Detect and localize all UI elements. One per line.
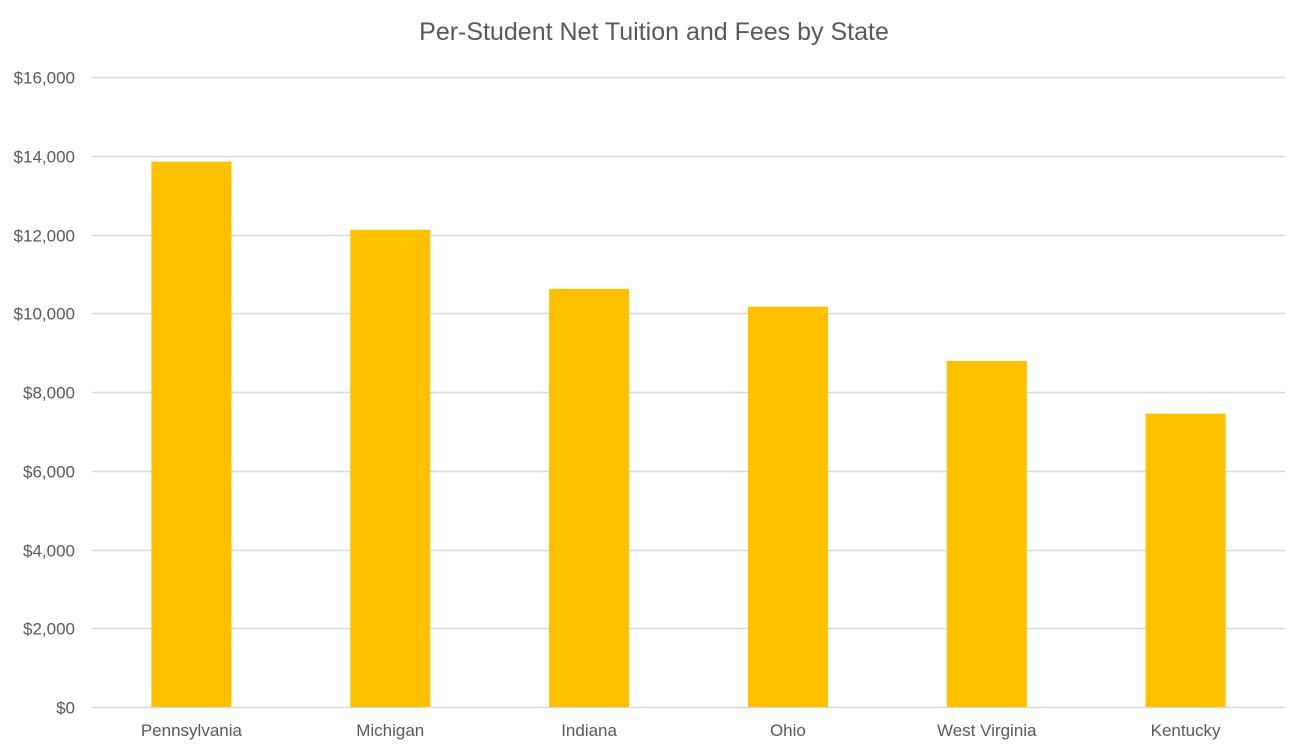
chart-title: Per-Student Net Tuition and Fees by Stat…	[419, 18, 889, 46]
x-tick-label: West Virginia	[937, 721, 1037, 740]
y-tick-label: $0	[56, 699, 75, 718]
y-axis-ticks: $0 $2,000 $4,000 $6,000 $8,000 $10,000 $12,000…	[14, 69, 75, 718]
x-tick-label: Michigan	[356, 721, 424, 740]
bar-michigan	[350, 229, 431, 707]
x-tick-label: Indiana	[561, 721, 617, 740]
x-tick-label: Ohio	[770, 721, 806, 740]
y-tick-label: $10,000	[14, 305, 75, 324]
x-tick-label: Pennsylvania	[141, 721, 243, 740]
bar-kentucky	[1145, 413, 1226, 707]
bar-indiana	[549, 288, 630, 707]
gridlines	[92, 76, 1285, 709]
y-tick-label: $4,000	[23, 542, 75, 561]
bar-west-virginia	[946, 360, 1027, 707]
y-tick-label: $2,000	[23, 620, 75, 639]
bar-ohio	[747, 306, 828, 707]
bar-pennsylvania	[151, 161, 232, 707]
bars	[151, 161, 1226, 707]
x-axis-ticks: Pennsylvania Michigan Indiana Ohio West Virg…	[141, 721, 1221, 740]
y-tick-label: $14,000	[14, 148, 75, 167]
y-tick-label: $6,000	[23, 463, 75, 482]
y-tick-label: $8,000	[23, 384, 75, 403]
y-tick-label: $16,000	[14, 69, 75, 88]
y-tick-label: $12,000	[14, 227, 75, 246]
x-tick-label: Kentucky	[1151, 721, 1221, 740]
